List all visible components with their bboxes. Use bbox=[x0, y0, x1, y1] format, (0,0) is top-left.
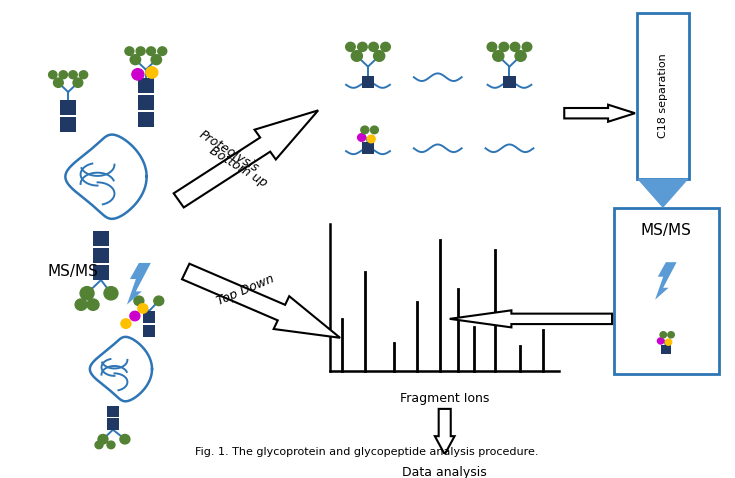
Polygon shape bbox=[173, 110, 318, 207]
Circle shape bbox=[87, 299, 99, 310]
Circle shape bbox=[121, 319, 131, 328]
Circle shape bbox=[522, 43, 532, 52]
Circle shape bbox=[358, 134, 365, 141]
Bar bbox=[138, 112, 154, 128]
Bar bbox=[93, 231, 109, 246]
Circle shape bbox=[120, 435, 130, 444]
Polygon shape bbox=[637, 179, 689, 208]
Polygon shape bbox=[435, 409, 454, 455]
Circle shape bbox=[75, 299, 87, 310]
Circle shape bbox=[132, 69, 144, 80]
Circle shape bbox=[351, 51, 362, 61]
Text: MS/MS: MS/MS bbox=[640, 223, 692, 238]
Circle shape bbox=[98, 435, 108, 444]
Bar bbox=[93, 248, 109, 263]
Circle shape bbox=[151, 54, 162, 65]
Circle shape bbox=[130, 311, 140, 321]
Circle shape bbox=[370, 126, 379, 134]
Bar bbox=[503, 76, 516, 88]
Bar bbox=[614, 208, 719, 374]
Bar bbox=[107, 406, 119, 417]
Bar bbox=[138, 95, 154, 110]
Polygon shape bbox=[655, 262, 677, 300]
Circle shape bbox=[510, 43, 520, 52]
Circle shape bbox=[369, 43, 379, 52]
Bar bbox=[143, 326, 155, 337]
Circle shape bbox=[79, 71, 87, 79]
Circle shape bbox=[125, 47, 134, 55]
Circle shape bbox=[381, 43, 390, 52]
Circle shape bbox=[358, 43, 368, 52]
Circle shape bbox=[107, 441, 115, 449]
Bar bbox=[661, 345, 671, 355]
Circle shape bbox=[104, 287, 118, 300]
Circle shape bbox=[146, 67, 158, 78]
Bar bbox=[362, 76, 374, 88]
Circle shape bbox=[368, 135, 375, 143]
Circle shape bbox=[138, 304, 148, 313]
Text: Proteolysis: Proteolysis bbox=[196, 128, 261, 174]
Circle shape bbox=[154, 296, 164, 305]
Text: Top Down: Top Down bbox=[215, 272, 276, 308]
Bar bbox=[60, 117, 76, 132]
Circle shape bbox=[361, 126, 369, 134]
Circle shape bbox=[73, 78, 83, 87]
Circle shape bbox=[95, 441, 103, 449]
Bar bbox=[637, 13, 689, 179]
Bar bbox=[143, 311, 155, 323]
Polygon shape bbox=[127, 263, 151, 304]
Circle shape bbox=[49, 71, 57, 79]
Circle shape bbox=[665, 339, 672, 345]
Text: Bottom up: Bottom up bbox=[207, 144, 270, 190]
Circle shape bbox=[134, 296, 144, 305]
Circle shape bbox=[146, 47, 156, 55]
Circle shape bbox=[54, 78, 63, 87]
Polygon shape bbox=[450, 310, 612, 327]
Circle shape bbox=[373, 51, 384, 61]
Bar bbox=[60, 100, 76, 115]
Bar bbox=[93, 265, 109, 280]
Circle shape bbox=[59, 71, 68, 79]
Circle shape bbox=[487, 43, 497, 52]
Text: C18 separation: C18 separation bbox=[658, 53, 668, 138]
Circle shape bbox=[515, 51, 526, 61]
Circle shape bbox=[130, 54, 140, 65]
Bar bbox=[138, 78, 154, 93]
Bar bbox=[362, 142, 374, 154]
Circle shape bbox=[492, 51, 504, 61]
Circle shape bbox=[657, 338, 664, 344]
Text: MS/MS: MS/MS bbox=[48, 264, 98, 279]
Circle shape bbox=[345, 43, 355, 52]
Circle shape bbox=[136, 47, 145, 55]
Circle shape bbox=[80, 287, 94, 300]
Text: Fragment Ions: Fragment Ions bbox=[400, 392, 490, 405]
Circle shape bbox=[499, 43, 509, 52]
Circle shape bbox=[69, 71, 77, 79]
Circle shape bbox=[660, 332, 667, 338]
Polygon shape bbox=[564, 105, 635, 122]
Bar bbox=[107, 418, 119, 430]
Polygon shape bbox=[182, 264, 340, 338]
Circle shape bbox=[668, 332, 674, 338]
Circle shape bbox=[158, 47, 167, 55]
Text: Fig. 1. The glycoprotein and glycopeptide analysis procedure.: Fig. 1. The glycoprotein and glycopeptid… bbox=[196, 447, 539, 457]
Text: Data analysis: Data analysis bbox=[402, 466, 487, 478]
